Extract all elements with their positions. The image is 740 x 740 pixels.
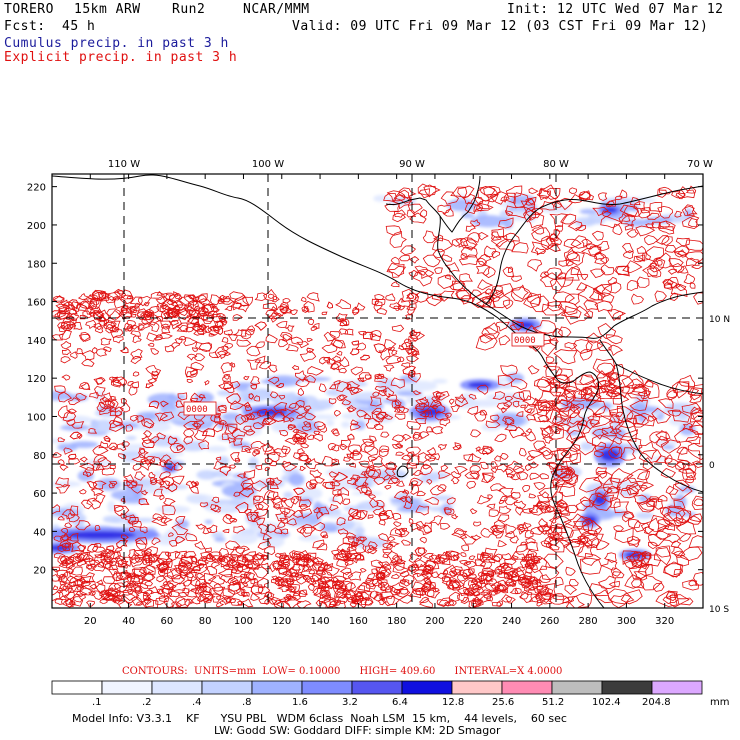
lon-label: 110 W	[108, 159, 140, 170]
latlon-grid	[52, 174, 703, 608]
lon-label: 70 W	[687, 159, 713, 170]
x-axis-labels: 20 40 60 80 100 120 140 160 180 200 220 240 260 280 30…	[84, 616, 674, 627]
valid-time: Valid: 09 UTC Fri 09 Mar 12 (03 CST Fri …	[292, 19, 709, 34]
map-frame	[51, 173, 704, 609]
explicit-legend: Explicit precip. in past 3 h	[4, 50, 238, 65]
colorbar-swatch	[301, 680, 353, 695]
x-tick-label: 40	[122, 616, 135, 627]
colorbar-swatch	[351, 680, 403, 695]
colorbar	[51, 680, 703, 695]
x-tick-label: 320	[655, 616, 674, 627]
y-tick-label: 140	[27, 336, 46, 347]
contour-value-boxes: 0000 0000	[183, 332, 545, 416]
x-tick-label: 80	[199, 616, 212, 627]
org-label: NCAR/MMM	[243, 2, 310, 17]
x-tick-label: 240	[502, 616, 521, 627]
x-tick-label: 140	[311, 616, 330, 627]
colorbar-swatch	[551, 680, 603, 695]
contours-interval: INTERVAL=X 4.0000	[454, 666, 563, 677]
x-tick-label: 160	[349, 616, 368, 627]
forecast-label: Fcst:	[4, 19, 46, 34]
colorbar-label: .4	[192, 697, 202, 708]
x-tick-label: 200	[425, 616, 444, 627]
colorbar-swatch	[201, 680, 253, 695]
x-tick-label: 260	[540, 616, 559, 627]
x-tick-label: 180	[387, 616, 406, 627]
y-tick-label: 60	[33, 489, 46, 500]
x-tick-label: 20	[84, 616, 97, 627]
colorbar-unit: mm	[710, 697, 730, 708]
colorbar-label: 12.8	[442, 697, 465, 708]
y-tick-label: 20	[33, 566, 46, 577]
y-tick-label: 180	[27, 259, 46, 270]
colorbar-label: 51.2	[542, 697, 565, 708]
y-tick-label: 40	[33, 527, 46, 538]
contours-title: CONTOURS:	[122, 666, 188, 677]
init-time: Init: 12 UTC Wed 07 Mar 12	[507, 2, 724, 17]
model-resolution: 15km ARW	[74, 2, 141, 17]
y-tick-label: 100	[27, 412, 46, 423]
colorbar-swatch	[151, 680, 203, 695]
colorbar-label: 25.6	[492, 697, 515, 708]
colorbar-label: .2	[142, 697, 152, 708]
lat-label: 0	[709, 461, 715, 471]
x-tick-label: 120	[272, 616, 291, 627]
cumulus-precip-shading	[52, 194, 697, 561]
explicit-precip-contours	[52, 183, 703, 608]
colorbar-swatch	[451, 680, 503, 695]
model-name: TORERO	[4, 2, 54, 17]
x-tick-label: 280	[579, 616, 598, 627]
colorbar-swatch	[51, 680, 103, 695]
lon-label: 80 W	[543, 159, 569, 170]
run-label: Run2	[172, 2, 206, 17]
contours-info: CONTOURS: UNITS=mm LOW= 0.10000 HIGH= 40…	[122, 666, 562, 677]
y-tick-label: 120	[27, 374, 46, 385]
colorbar-label: 204.8	[642, 697, 671, 708]
y-tick-label: 220	[27, 183, 46, 194]
lon-labels: 110 W 100 W 90 W 80 W 70 W	[108, 159, 713, 170]
lon-label: 90 W	[399, 159, 425, 170]
coastlines	[52, 174, 703, 608]
contours-low: LOW= 0.10000	[262, 666, 341, 677]
contour-value-label: 0000	[514, 336, 536, 346]
x-tick-label: 100	[234, 616, 253, 627]
colorbar-label: 1.6	[292, 697, 308, 708]
colorbar-label: .1	[92, 697, 102, 708]
model-info-line1: Model Info: V3.3.1 KF YSU PBL WDM 6class…	[72, 712, 567, 725]
x-tick-label: 220	[464, 616, 483, 627]
y-axis-labels: 20 40 60 80 100 120 140 160 180 200 220	[27, 183, 46, 577]
contour-value-label: 0000	[186, 405, 208, 415]
x-tick-label: 300	[617, 616, 636, 627]
colorbar-swatch	[251, 680, 303, 695]
lat-label: 10 N	[709, 315, 730, 325]
colorbar-swatch	[501, 680, 553, 695]
forecast-hours: 45 h	[62, 19, 96, 34]
y-tick-label: 200	[27, 221, 46, 232]
y-tick-label: 80	[33, 451, 46, 462]
colorbar-swatch	[401, 680, 453, 695]
map-field	[52, 174, 703, 608]
axis-ticks	[52, 174, 703, 608]
colorbar-label: 102.4	[592, 697, 621, 708]
lat-labels: 10 N 0 10 S	[709, 315, 730, 615]
lat-label: 10 S	[709, 605, 729, 615]
model-info-line2: LW: Godd SW: Goddard DIFF: simple KM: 2D…	[214, 724, 501, 737]
colorbar-label: 6.4	[392, 697, 408, 708]
lon-label: 100 W	[252, 159, 284, 170]
colorbar-label: 3.2	[342, 697, 358, 708]
colorbar-swatch	[651, 680, 703, 695]
x-tick-label: 60	[161, 616, 174, 627]
colorbar-swatch	[601, 680, 653, 695]
colorbar-label: .8	[242, 697, 252, 708]
contours-high: HIGH= 409.60	[359, 666, 436, 677]
contours-units: UNITS=mm	[194, 666, 257, 677]
y-tick-label: 160	[27, 298, 46, 309]
cumulus-legend: Cumulus precip. in past 3 h	[4, 36, 229, 51]
colorbar-swatch	[101, 680, 153, 695]
